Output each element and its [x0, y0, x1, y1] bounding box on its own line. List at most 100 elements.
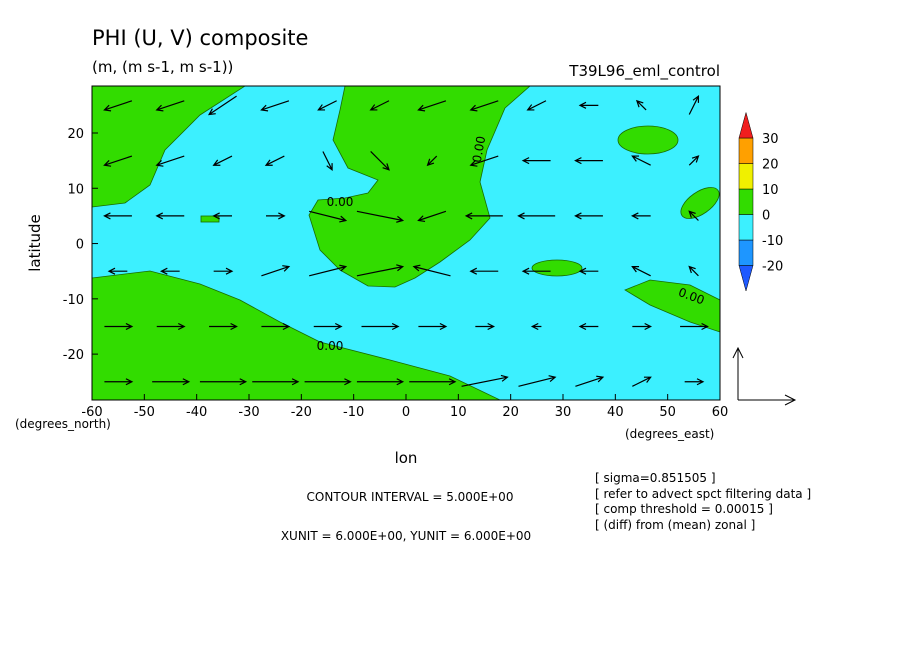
colorbar-swatch [738, 239, 754, 266]
wind-vector [631, 266, 651, 277]
field-region [680, 187, 720, 219]
wind-vector [213, 267, 234, 275]
wind-vector [469, 100, 499, 112]
note: [ sigma=0.851505 ] [595, 471, 716, 485]
wind-vector [578, 101, 599, 109]
x-axis-label: lon [395, 449, 418, 467]
wind-vector [518, 375, 557, 387]
y-tick-label: 20 [67, 127, 84, 142]
wind-vector [578, 267, 599, 275]
wind-vector [574, 212, 603, 220]
contour-label: 0.00 [317, 339, 344, 353]
colorbar-label: 0 [762, 209, 770, 224]
wind-vector [356, 264, 405, 277]
wind-vector [207, 95, 237, 116]
wind-vector [155, 155, 185, 167]
colorbar: -20 -10 0 10 20 30 [738, 111, 783, 292]
wind-vector [521, 267, 551, 275]
colorbar-swatch [738, 111, 754, 139]
x-tick-label: 50 [659, 405, 676, 420]
wind-vector [212, 155, 233, 166]
y-tick-label: -20 [63, 348, 84, 363]
note: [ comp threshold = 0.00015 ] [595, 502, 773, 516]
wind-vector [412, 264, 451, 277]
wind-vector [264, 155, 285, 166]
wind-vector [152, 378, 191, 386]
contour-interval: CONTOUR INTERVAL = 5.000E+00 [307, 490, 514, 504]
wind-vector [356, 378, 405, 386]
wind-vector [574, 157, 603, 165]
wind-vector [631, 155, 651, 166]
y-axis-label: latitude [26, 214, 44, 272]
wind-vector [317, 100, 337, 111]
wind-vector [578, 322, 599, 331]
reference-vector [732, 346, 797, 406]
colorbar-swatch [738, 137, 754, 164]
wind-vector [575, 375, 605, 387]
wind-vector [688, 265, 699, 277]
wind-vector [104, 378, 134, 386]
chart-title: PHI (U, V) composite [92, 26, 308, 50]
wind-vector [426, 155, 438, 167]
wind-vector [632, 376, 652, 387]
wind-vector [630, 212, 651, 220]
x-tick-label: -30 [238, 405, 259, 420]
wind-vector [417, 210, 447, 223]
wind-vector [369, 100, 390, 111]
wind-vector [155, 100, 185, 112]
wind-vector [252, 378, 300, 386]
wind-vector [417, 100, 447, 112]
wind-vector [309, 264, 348, 277]
x-tick-label: 20 [502, 405, 519, 420]
wind-vector [684, 378, 705, 386]
wind-vector [680, 322, 709, 331]
wind-vector [361, 322, 400, 331]
wind-vector [107, 267, 128, 275]
colorbar-label: 30 [762, 132, 779, 147]
x-tick-label: -20 [291, 405, 312, 420]
wind-vector [688, 94, 700, 115]
wind-vector [409, 378, 457, 386]
wind-vector [266, 212, 286, 220]
colorbar-swatch [738, 163, 754, 190]
wind-vector [103, 100, 133, 112]
wind-vector [261, 265, 291, 277]
x-tick-label: 40 [607, 405, 624, 420]
wind-vector [475, 322, 496, 331]
wind-vector [212, 212, 232, 220]
wind-vector [209, 322, 238, 331]
field-region [617, 125, 679, 155]
chart-subtitle: (m, (m s-1, m s-1)) [92, 58, 233, 76]
wind-vector [103, 155, 133, 167]
x-tick-label: -10 [343, 405, 364, 420]
wind-vector [155, 212, 185, 220]
field-region [92, 86, 246, 208]
wind-vector [322, 151, 333, 171]
wind-vector [688, 210, 699, 221]
wind-vector [260, 100, 290, 112]
y-units: (degrees_north) [15, 417, 111, 431]
vector-field [103, 94, 709, 387]
wind-vector [469, 267, 499, 275]
colorbar-label: -10 [762, 234, 783, 249]
wind-vector [632, 322, 653, 331]
field-region [308, 86, 531, 288]
y-tick-label: 0 [76, 238, 84, 253]
x-tick-label: -50 [134, 405, 155, 420]
wind-vector [313, 322, 343, 331]
field-region [624, 279, 720, 333]
wind-vector [635, 99, 647, 111]
x-tick-label: 60 [712, 405, 729, 420]
wind-vector [199, 378, 248, 386]
wind-vector [461, 374, 509, 387]
note: [ refer to advect spct filtering data ] [595, 487, 811, 501]
wind-vector [418, 322, 448, 331]
wind-vector [469, 155, 499, 167]
colorbar-label: 10 [762, 183, 779, 198]
wind-vector [309, 210, 348, 223]
note: [ (diff) from (mean) zonal ] [595, 518, 755, 532]
wind-vector [517, 212, 556, 220]
wind-vector [688, 155, 700, 166]
field-region [92, 270, 501, 400]
